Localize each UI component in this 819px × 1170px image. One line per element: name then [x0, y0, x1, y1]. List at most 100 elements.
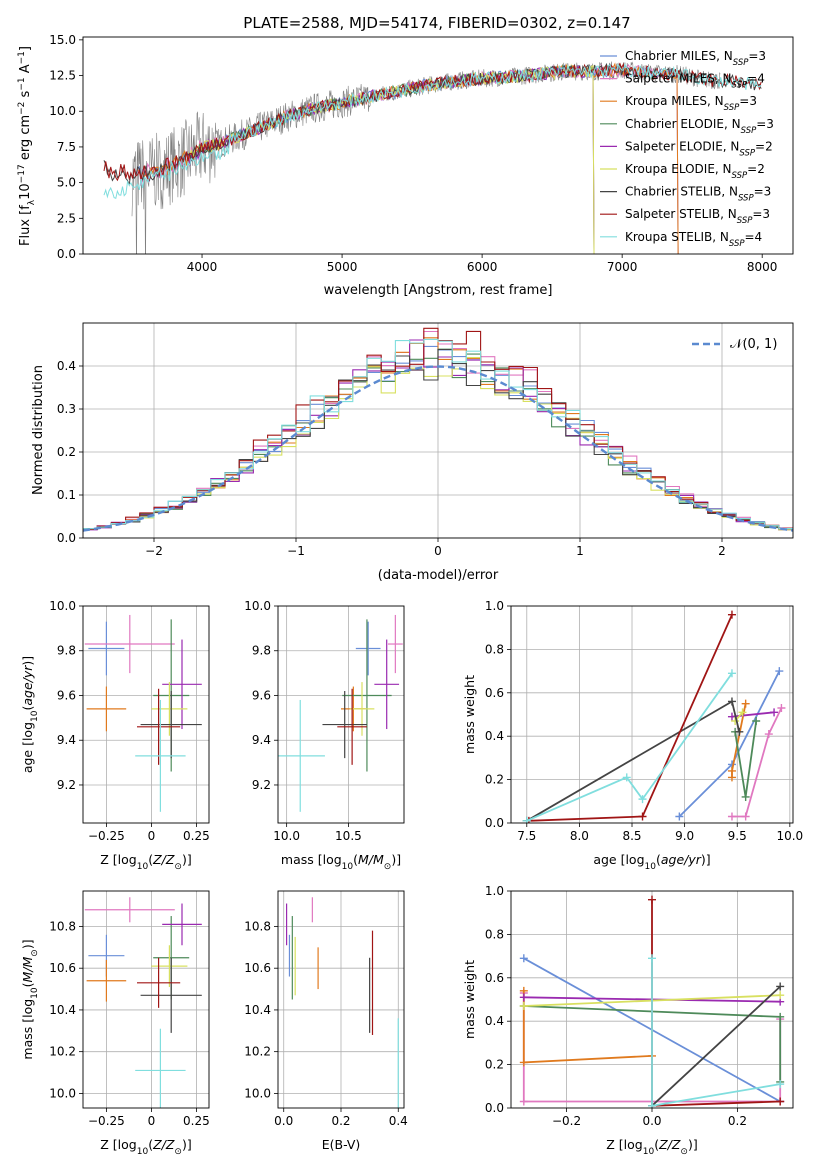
model-line-chabrier-stelib: [103, 62, 762, 187]
x-tick-label: 1: [576, 544, 584, 558]
legend-subscript: SSP: [741, 126, 757, 136]
axes-frame: [510, 605, 794, 824]
weight-marker-kroupa-stelib: [522, 816, 531, 823]
label-part: λ: [27, 199, 37, 205]
weight-line-salpeter-stelib: [528, 614, 733, 822]
legend-model-name: Chabrier MILES, N: [625, 49, 733, 63]
legend-subscript: SSP: [737, 216, 753, 226]
weight-marker-kroupa-stelib: [776, 1080, 785, 1089]
label-part: )]: [20, 656, 35, 666]
mass-vs-Z-y-axis-label: mass [log10(M/M⊙)]: [20, 939, 40, 1059]
weight-line-chabrier-stelib: [526, 700, 741, 822]
model-line-salpeter-stelib: [103, 62, 762, 182]
weight-marker-kroupa-elodie: [519, 1002, 528, 1011]
panel-weight-vs-age: 7.5 8.0 8.5 9.0 9.5 10.0 0.0 0.2 0.4 0.6 0.8 1.0 age…: [462, 599, 803, 872]
axes-frame: [82, 322, 794, 539]
x-tick-label: 10.0: [776, 829, 803, 843]
y-tick-label: 10.6: [49, 961, 76, 975]
label-part: ⊙: [174, 862, 182, 872]
y-tick-label: 9.8: [252, 644, 271, 658]
axes-frame: [277, 890, 405, 1109]
label-part: age [log: [20, 722, 35, 773]
x-tick-label: 2: [718, 544, 726, 558]
model-line-chabrier-miles: [137, 64, 679, 254]
label-part: 10: [137, 862, 149, 872]
label-part: ⊙: [384, 862, 392, 872]
x-tick-label: 9.5: [728, 829, 747, 843]
x-tick-label: 10.5: [335, 829, 362, 843]
label-part: (: [20, 706, 35, 711]
y-tick-label: 0.8: [485, 927, 504, 941]
weight-marker-salpeter-stelib: [638, 812, 647, 821]
legend-label-chabrier-elodie: Chabrier ELODIE, NSSP=3: [625, 117, 774, 136]
plot-area: [83, 891, 209, 1108]
label-part: )]: [182, 1137, 192, 1152]
weight-marker-kroupa-miles: [741, 699, 750, 708]
y-tick-label: 0.0: [57, 247, 76, 261]
y-tick-label: 0.6: [485, 686, 504, 700]
histogram-kroupa-stelib: [83, 338, 793, 531]
y-tick-label: 9.2: [57, 778, 76, 792]
weight-marker-kroupa-elodie: [776, 991, 785, 1000]
legend-nssp: =2: [747, 162, 765, 176]
label-part: )]: [182, 852, 192, 867]
y-tick-label: 0.4: [57, 359, 76, 373]
label-part: M/M: [20, 956, 35, 982]
figure-title: PLATE=2588, MJD=54174, FIBERID=0302, z=0…: [243, 14, 630, 32]
age-vs-mass-x-axis-label: mass [log10(M/M⊙)]: [281, 852, 401, 872]
axes-frame: [277, 605, 405, 824]
weight-marker-kroupa-stelib: [638, 795, 647, 804]
legend-label-salpeter-stelib: Salpeter STELIB, NSSP=3: [625, 207, 770, 226]
label-part: −1: [17, 51, 27, 64]
spectrum-x-axis-label: wavelength [Angstrom, rest frame]: [324, 283, 553, 298]
legend-subscript: SSP: [738, 194, 754, 204]
x-tick-label: 8.0: [570, 829, 589, 843]
plot-area: [83, 323, 793, 538]
y-tick-label: 10.0: [244, 1086, 271, 1100]
y-tick-label: 0.6: [485, 971, 504, 985]
weight-line-kroupa-stelib: [651, 958, 781, 1107]
plot-area: [103, 61, 762, 254]
weight-marker-salpeter-stelib: [648, 895, 656, 904]
label-part: 10: [342, 862, 354, 872]
label-part: 10: [30, 710, 40, 722]
weight-marker-salpeter-miles: [727, 812, 736, 821]
label-part: M/M: [358, 852, 384, 867]
legend-nssp: =3: [752, 207, 770, 221]
x-tick-label: −1: [287, 544, 305, 558]
y-tick-label: 9.4: [252, 733, 271, 747]
y-tick-label: 10.2: [244, 1045, 271, 1059]
y-tick-label: 9.6: [57, 688, 76, 702]
weight-marker-salpeter-miles: [777, 703, 786, 712]
x-tick-label: 8.5: [622, 829, 641, 843]
weight-marker-salpeter-miles: [741, 812, 750, 821]
label-part: Z/Z: [152, 852, 175, 867]
model-line-kroupa-stelib: [103, 63, 762, 199]
label-part: s: [18, 90, 33, 101]
legend-nssp: =3: [748, 49, 766, 63]
label-part: (: [148, 1137, 153, 1152]
weight-marker-chabrier-stelib: [727, 697, 736, 706]
label-part: Z [log: [606, 1137, 642, 1152]
y-tick-label: 9.8: [57, 644, 76, 658]
y-tick-label: 0.0: [485, 1101, 504, 1115]
label-part: (: [20, 982, 35, 987]
x-tick-label: −0.2: [552, 1114, 581, 1128]
legend-nssp: =4: [747, 72, 765, 86]
legend-model-name: Salpeter MILES, N: [625, 72, 732, 86]
weight-vs-Z-y-axis-label: mass weight: [462, 960, 477, 1039]
y-tick-label: 10.6: [244, 961, 271, 975]
weight-marker-chabrier-stelib: [776, 982, 785, 991]
x-tick-label: 4000: [187, 260, 218, 274]
y-tick-label: 1.0: [485, 884, 504, 898]
model-line-salpeter-miles: [137, 63, 679, 254]
legend-model-name: Salpeter ELODIE, N: [625, 139, 739, 153]
label-part: −1: [17, 77, 27, 90]
label-part: mass [log: [281, 852, 342, 867]
plot-area: [278, 606, 404, 823]
x-tick-label: 0.0: [642, 1114, 661, 1128]
label-part: ⊙: [680, 1147, 688, 1157]
axes-frame: [82, 605, 210, 824]
y-tick-label: 9.4: [57, 733, 76, 747]
